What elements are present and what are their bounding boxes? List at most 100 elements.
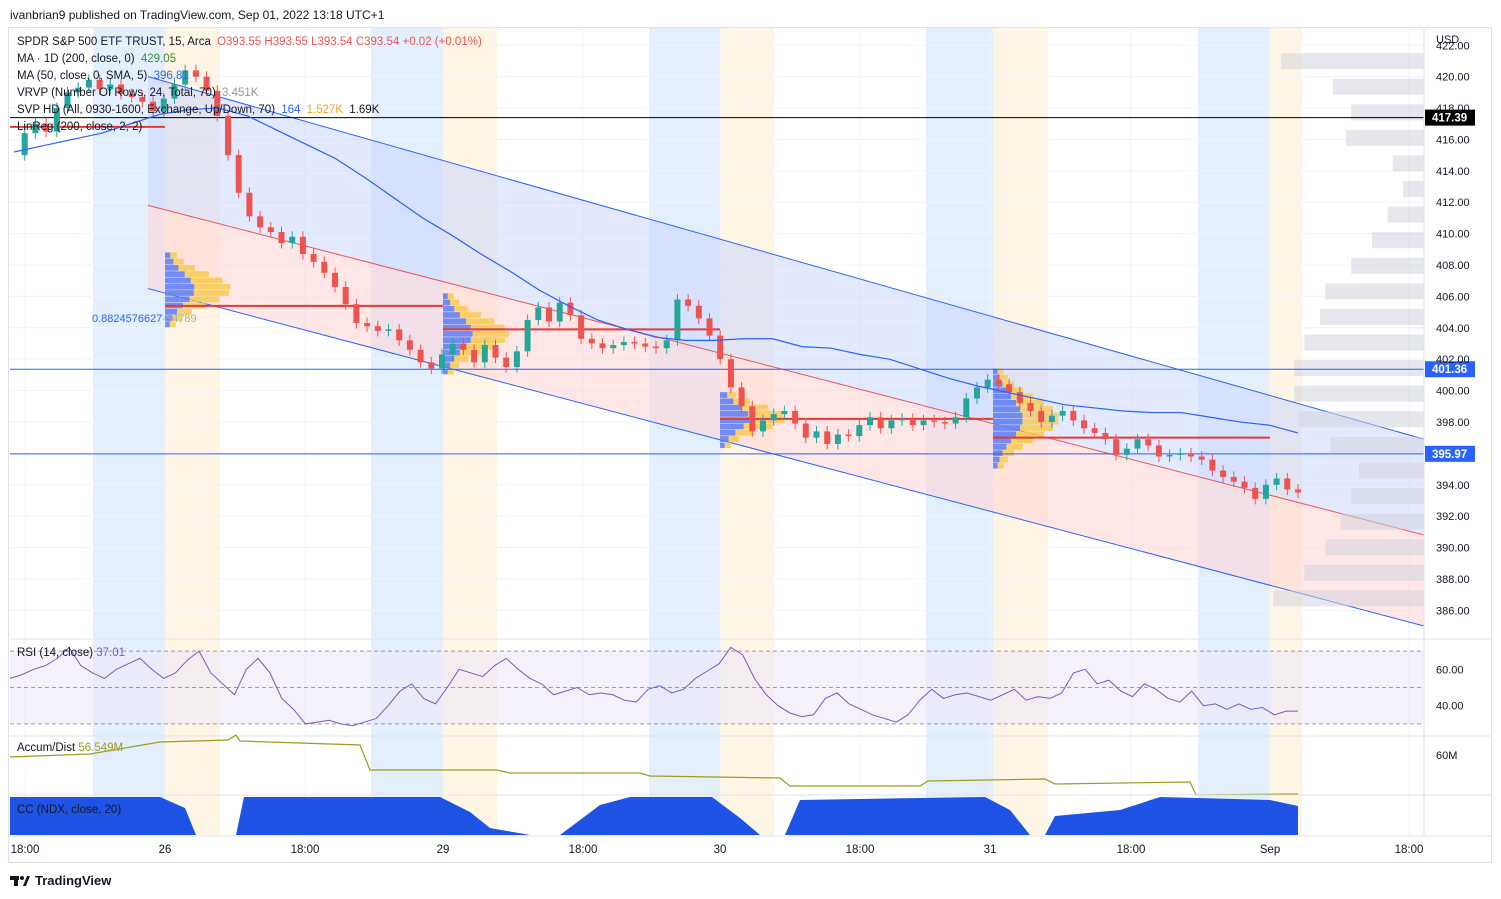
accum-label[interactable]: Accum/Dist bbox=[17, 742, 76, 754]
vrvp-bar-3 bbox=[1346, 129, 1424, 146]
candle-body-114 bbox=[1230, 476, 1237, 482]
candle-body-90 bbox=[974, 387, 980, 399]
volume-profile-up-1 bbox=[443, 330, 473, 337]
cc-label[interactable]: CC (NDX, close, 20) bbox=[17, 804, 122, 816]
vrvp-bar-19 bbox=[1325, 539, 1424, 556]
legend-linreg-label[interactable]: LinReg (200, close, 2, 2) bbox=[17, 121, 143, 133]
candle-body-11 bbox=[128, 93, 135, 98]
regression-mid-line bbox=[147, 204, 1425, 536]
volume-profile-down-3 bbox=[999, 374, 1008, 381]
legend-vrvp-value: 3.451K bbox=[221, 87, 259, 99]
candle-body-33 bbox=[364, 323, 371, 327]
price-tick-1: 420.00 bbox=[1436, 72, 1470, 84]
volume-profile-down-3 bbox=[1020, 425, 1054, 431]
candle-body-108 bbox=[1166, 454, 1173, 457]
vrvp-bar-8 bbox=[1351, 257, 1424, 274]
candle-body-107 bbox=[1155, 445, 1162, 457]
legend-svp-label[interactable]: SVP HD (All, 0930-1600, Exchange, Up/Dow… bbox=[17, 104, 276, 116]
candle-body-24 bbox=[267, 227, 274, 233]
candle-body-51 bbox=[556, 302, 563, 322]
volume-profile-up-2 bbox=[720, 429, 736, 436]
candle-body-110 bbox=[1188, 453, 1194, 457]
vrvp-bar-15 bbox=[1330, 436, 1424, 453]
volume-profile-up-1 bbox=[443, 312, 460, 318]
tradingview-logo[interactable]: TradingView bbox=[10, 873, 111, 888]
accum-pane-legend: Accum/Dist 56.549M bbox=[17, 742, 123, 754]
price-tick-9: 404.00 bbox=[1436, 323, 1470, 335]
candle-body-93 bbox=[1006, 384, 1013, 393]
legend-vrvp-label[interactable]: VRVP (Number Of Rows, 24, Total, 70) bbox=[17, 87, 216, 99]
candle-body-119 bbox=[1284, 478, 1291, 490]
volume-profile-up-3 bbox=[993, 393, 1012, 400]
fib-value: -54789 bbox=[162, 313, 197, 325]
currency-label: USD bbox=[1436, 34, 1460, 46]
volume-profile-up-1 bbox=[443, 318, 467, 325]
legend-svp-value-1: 164 bbox=[281, 104, 301, 116]
volume-profile-down-1 bbox=[450, 299, 460, 306]
candle-body-54 bbox=[588, 338, 595, 344]
price-tick-2: 418.00 bbox=[1436, 103, 1470, 115]
volume-profile-up-0 bbox=[165, 252, 171, 259]
volume-profile-down-1 bbox=[450, 362, 460, 369]
candle-body-32 bbox=[353, 304, 360, 324]
volume-profile-up-2 bbox=[720, 410, 749, 417]
rsi-label[interactable]: RSI (14, close) bbox=[17, 647, 94, 659]
candle-body-62 bbox=[674, 299, 681, 341]
vrvp-bar-17 bbox=[1351, 488, 1424, 505]
candle-body-23 bbox=[257, 216, 264, 228]
vrvp-bar-4 bbox=[1392, 155, 1424, 172]
candle-body-120 bbox=[1295, 489, 1301, 493]
candle-body-29 bbox=[321, 261, 328, 273]
vrvp-bar-12 bbox=[1294, 360, 1424, 377]
price-level-label-0: 417.39 bbox=[1432, 113, 1467, 125]
volume-profile-up-3 bbox=[993, 412, 1023, 419]
legend-svp-value-3: 1.69K bbox=[349, 104, 380, 116]
candle-body-52 bbox=[567, 302, 574, 316]
candle-body-2 bbox=[32, 123, 39, 134]
price-tick-11: 400.00 bbox=[1436, 386, 1470, 398]
candle-body-37 bbox=[406, 340, 413, 350]
volume-profile-down-1 bbox=[466, 343, 495, 350]
volume-profile-up-3 bbox=[993, 431, 1017, 438]
legend-ma2-value: 396.81 bbox=[153, 70, 189, 82]
price-tick-7: 408.00 bbox=[1436, 260, 1470, 272]
candle-body-76 bbox=[824, 431, 831, 444]
legend-ma1-label[interactable]: MA · 1D (200, close, 0) bbox=[17, 53, 135, 65]
volume-profile-down-1 bbox=[470, 324, 505, 331]
vrvp-bar-9 bbox=[1325, 283, 1424, 300]
volume-profile-down-0 bbox=[173, 258, 184, 265]
time-tick-5: 30 bbox=[714, 844, 727, 856]
legend-ma1-value: 429.05 bbox=[140, 53, 176, 65]
candle-body-87 bbox=[941, 421, 948, 424]
regression-lower-line bbox=[147, 288, 1425, 627]
candle-body-7 bbox=[85, 79, 92, 88]
legend-ma2-label[interactable]: MA (50, close, 0, SMA, 5) bbox=[17, 70, 148, 82]
legend-symbol[interactable]: SPDR S&P 500 ETF TRUST, 15, Arca bbox=[17, 36, 211, 48]
publisher-line: ivanbrian9 published on TradingView.com,… bbox=[10, 8, 385, 22]
time-tick-8: 18:00 bbox=[1117, 844, 1146, 856]
candle-body-117 bbox=[1262, 484, 1269, 499]
volume-profile-down-1 bbox=[454, 356, 469, 362]
candle-body-34 bbox=[374, 326, 381, 331]
rsi-tick-0: 60.00 bbox=[1436, 664, 1464, 676]
volume-profile-down-2 bbox=[749, 417, 785, 424]
candle-body-79 bbox=[856, 425, 863, 437]
candle-body-43 bbox=[471, 349, 478, 363]
volume-profile-down-1 bbox=[466, 318, 495, 325]
volume-profile-down-3 bbox=[997, 368, 1004, 375]
time-tick-7: 31 bbox=[984, 844, 997, 856]
time-tick-9: Sep bbox=[1260, 844, 1280, 856]
price-tick-3: 416.00 bbox=[1436, 134, 1470, 146]
candle-body-9 bbox=[107, 84, 114, 90]
tradingview-logo-icon bbox=[10, 875, 30, 886]
candle-body-21 bbox=[235, 155, 242, 193]
candle-body-35 bbox=[385, 329, 392, 331]
volume-profile-down-0 bbox=[177, 308, 192, 315]
volume-profile-up-2 bbox=[720, 417, 750, 424]
vrvp-bar-21 bbox=[1273, 590, 1424, 607]
volume-profile-up-2 bbox=[720, 404, 742, 411]
time-tick-0: 18:00 bbox=[11, 844, 40, 856]
vrvp-bar-0 bbox=[1281, 53, 1424, 70]
price-tick-10: 402.00 bbox=[1436, 354, 1470, 366]
